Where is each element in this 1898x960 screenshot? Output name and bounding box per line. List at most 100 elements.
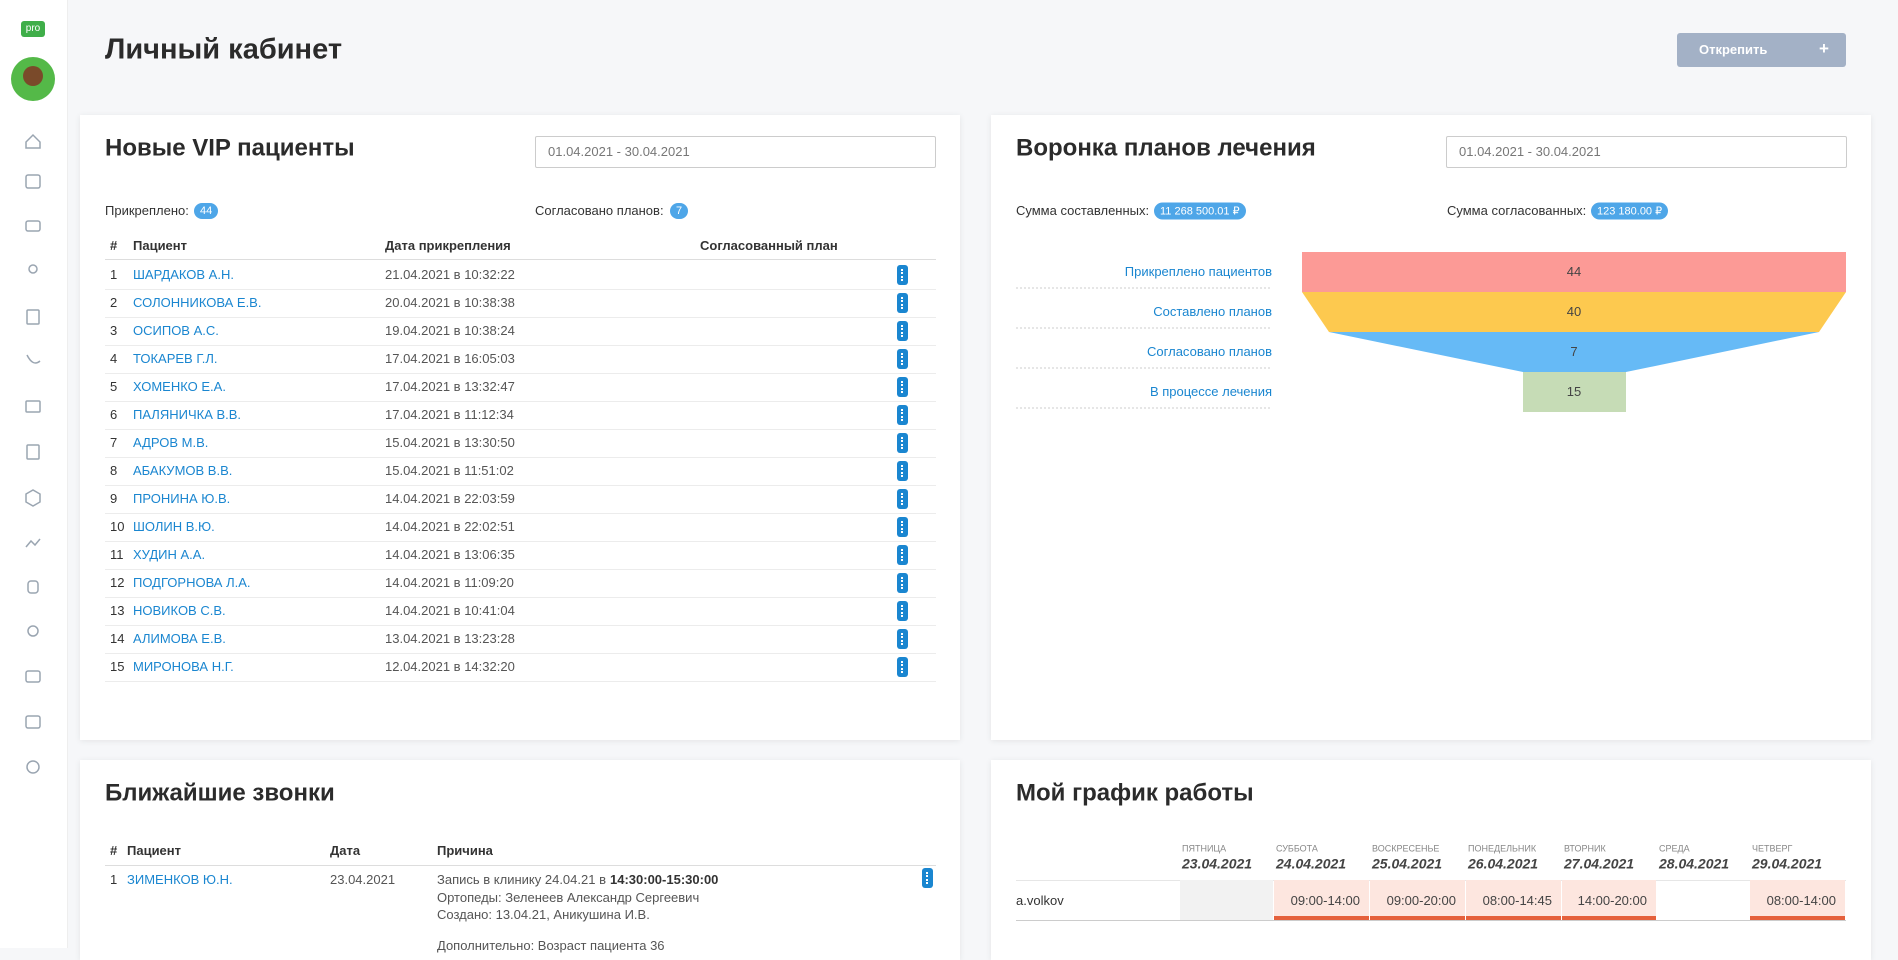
- stage-value: 40: [1566, 304, 1582, 320]
- weekday: ПОНЕДЕЛЬНИК: [1468, 843, 1537, 854]
- stage-label[interactable]: В процессе лечения: [1149, 384, 1272, 400]
- row-separator: [105, 289, 936, 290]
- patient-link[interactable]: ЗИМЕНКОВ Ю.Н.: [127, 872, 233, 888]
- row-menu-icon[interactable]: [897, 461, 908, 481]
- day-date: 25.04.2021: [1372, 855, 1443, 872]
- date-input[interactable]: 01.04.2021 - 30.04.2021: [535, 136, 936, 168]
- row-number: 12: [110, 575, 125, 591]
- row-menu-icon[interactable]: [897, 349, 908, 369]
- row-menu-icon[interactable]: [897, 657, 908, 677]
- row-menu-icon[interactable]: [897, 573, 908, 593]
- attach-date: 14.04.2021 в 13:06:35: [385, 547, 515, 563]
- patient-link[interactable]: НОВИКОВ С.В.: [133, 603, 226, 619]
- day-date: 26.04.2021: [1468, 855, 1539, 872]
- patient-link[interactable]: АДРОВ М.В.: [133, 435, 209, 451]
- card-title: Воронка планов лечения: [1016, 134, 1316, 162]
- work-cell: [1750, 880, 1845, 920]
- funnel-stage: [1302, 292, 1846, 332]
- row-menu-icon[interactable]: [897, 265, 908, 285]
- row-menu-icon[interactable]: [922, 868, 933, 888]
- page-title: Личный кабинет: [105, 33, 343, 66]
- work-cell: [1562, 880, 1656, 920]
- weekday: СУББОТА: [1276, 843, 1318, 854]
- count-badge: 44: [194, 203, 219, 219]
- off-cell: [1180, 880, 1273, 920]
- reason-time: 14:30:00-15:30:00: [610, 872, 719, 888]
- date-input[interactable]: 01.04.2021 - 30.04.2021: [1446, 136, 1847, 168]
- work-bar: [1370, 916, 1465, 920]
- row-menu-icon[interactable]: [897, 293, 908, 313]
- funnel-card: [991, 115, 1871, 740]
- row-separator: [105, 569, 936, 570]
- patient-link[interactable]: ПРОНИНА Ю.В.: [133, 491, 231, 507]
- column-header: #: [110, 843, 118, 859]
- pro-badge: pro: [21, 21, 45, 37]
- attach-date: 14.04.2021 в 22:03:59: [385, 491, 515, 507]
- column-header: Пациент: [127, 843, 182, 859]
- row-menu-icon[interactable]: [897, 433, 908, 453]
- stage-label[interactable]: Прикреплено пациентов: [1124, 264, 1272, 280]
- sum-badge: 123 180.00 ₽: [1591, 202, 1669, 220]
- patient-link[interactable]: ПАЛЯНИЧКА В.В.: [133, 407, 242, 423]
- stage-label[interactable]: Согласовано планов: [1147, 344, 1272, 360]
- label: Сумма составленных:: [1016, 203, 1150, 219]
- funnel-stage: [1329, 332, 1819, 372]
- weekday: ВОСКРЕСЕНЬЕ: [1372, 843, 1440, 854]
- row-menu-icon[interactable]: [897, 629, 908, 649]
- row-number: 10: [110, 519, 125, 535]
- row-number: 14: [110, 631, 125, 647]
- attach-date: 17.04.2021 в 11:12:34: [385, 407, 514, 423]
- attach-date: 17.04.2021 в 16:05:03: [385, 351, 515, 367]
- weekday: ЧЕТВЕРГ: [1752, 843, 1793, 854]
- row-separator: [105, 541, 936, 542]
- row-number: 15: [110, 659, 125, 675]
- patient-link[interactable]: ШАРДАКОВ А.Н.: [133, 267, 234, 283]
- patient-link[interactable]: ТОКАРЕВ Г.Л.: [133, 351, 218, 367]
- unpin-button[interactable]: Открепить +: [1677, 33, 1846, 67]
- attach-date: 14.04.2021 в 22:02:51: [385, 519, 515, 535]
- sidebar: pro: [0, 0, 68, 948]
- row-number: 5: [110, 379, 118, 395]
- weekday: ВТОРНИК: [1564, 843, 1606, 854]
- row-menu-icon[interactable]: [897, 489, 908, 509]
- patient-link[interactable]: СОЛОННИКОВА Е.В.: [133, 295, 262, 311]
- patient-link[interactable]: ОСИПОВ А.С.: [133, 323, 219, 339]
- card-title: Новые VIP пациенты: [105, 134, 355, 162]
- count-badge: 7: [670, 203, 689, 219]
- column-header: Пациент: [133, 238, 188, 254]
- day-date: 24.04.2021: [1276, 855, 1347, 872]
- row-separator: [105, 485, 936, 486]
- stage-label[interactable]: Составлено планов: [1153, 304, 1272, 320]
- work-cell: [1370, 880, 1465, 920]
- reason-text: Создано: 13.04.21, Аникушина И.В.: [437, 907, 650, 923]
- row-number: 4: [110, 351, 118, 367]
- row-separator: [105, 401, 936, 402]
- attach-date: 15.04.2021 в 13:30:50: [385, 435, 515, 451]
- row-menu-icon[interactable]: [897, 377, 908, 397]
- user-name: a.volkov: [1016, 893, 1064, 909]
- row-menu-icon[interactable]: [897, 601, 908, 621]
- row-menu-icon[interactable]: [897, 545, 908, 565]
- patient-link[interactable]: ПОДГОРНОВА Л.А.: [133, 575, 251, 591]
- column-header: Причина: [437, 843, 493, 859]
- patient-link[interactable]: АЛИМОВА Е.В.: [133, 631, 226, 647]
- row-line: [1016, 920, 1846, 921]
- row-menu-icon[interactable]: [897, 405, 908, 425]
- nav-icons[interactable]: [25, 133, 41, 774]
- row-number: 1: [110, 267, 118, 283]
- row-menu-icon[interactable]: [897, 517, 908, 537]
- patient-link[interactable]: ХОМЕНКО Е.А.: [133, 379, 226, 395]
- patient-link[interactable]: ШОЛИН В.Ю.: [133, 519, 215, 535]
- row-menu-icon[interactable]: [897, 321, 908, 341]
- work-bar: [1562, 916, 1656, 920]
- attach-date: 17.04.2021 в 13:32:47: [385, 379, 515, 395]
- patient-link[interactable]: ХУДИН А.А.: [133, 547, 206, 563]
- row-separator: [105, 373, 936, 374]
- patient-link[interactable]: АБАКУМОВ В.В.: [133, 463, 233, 479]
- attach-date: 12.04.2021 в 14:32:20: [385, 659, 515, 675]
- work-bar: [1750, 916, 1845, 920]
- patient-link[interactable]: МИРОНОВА Н.Г.: [133, 659, 234, 675]
- funnel-stage: [1302, 252, 1846, 292]
